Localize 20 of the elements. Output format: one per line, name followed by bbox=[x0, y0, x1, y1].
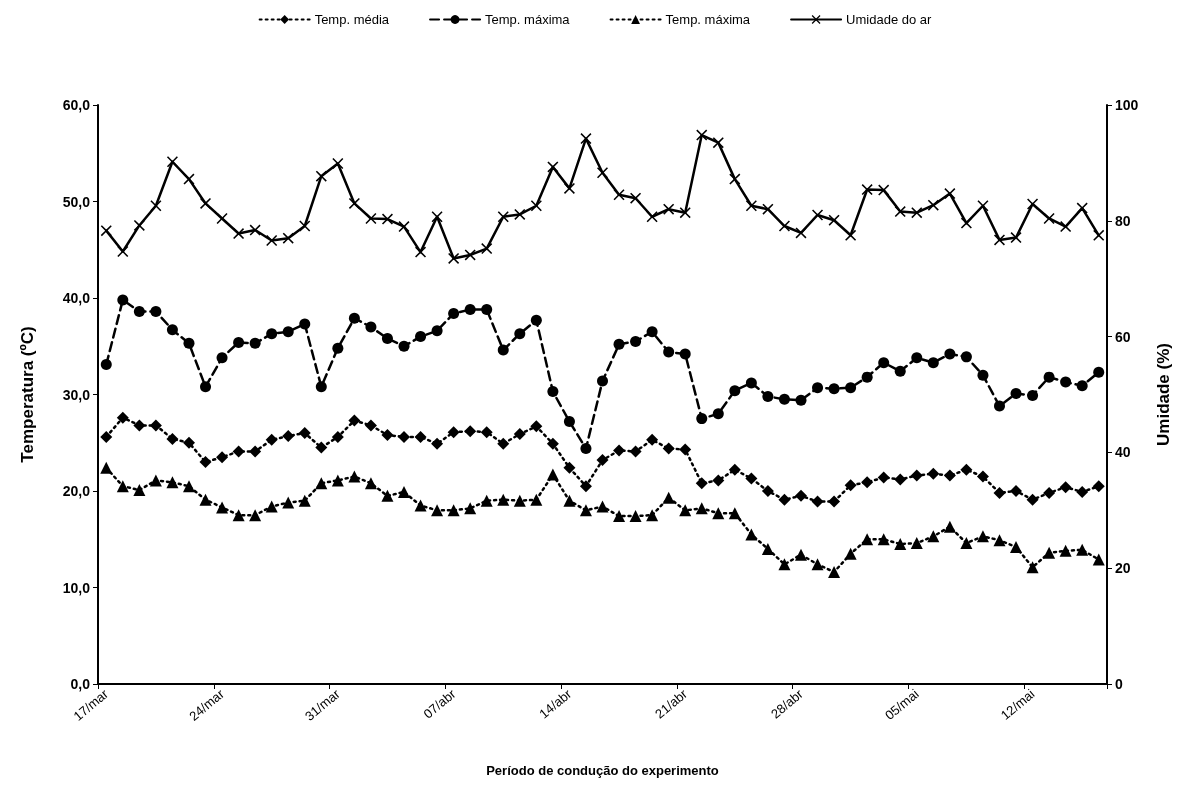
y-tick-label: 30,0 bbox=[62, 386, 91, 403]
legend-label: Umidade do ar bbox=[846, 12, 933, 27]
y-tick-label: 20,0 bbox=[62, 483, 91, 499]
y2-tick-label: 40 bbox=[1115, 444, 1131, 461]
y2-tick-label: 20 bbox=[1115, 560, 1131, 577]
y-tick-label: 0,0 bbox=[70, 676, 91, 692]
legend-label: Temp. máxima bbox=[485, 12, 571, 27]
legend-label: Temp. média bbox=[314, 12, 390, 27]
x-axis-title: Período de condução do experimento bbox=[486, 763, 719, 778]
y-tick-label: 50,0 bbox=[62, 193, 91, 210]
y2-tick-label: 80 bbox=[1115, 212, 1131, 229]
y2-tick-label: 0 bbox=[1115, 676, 1123, 692]
y2-axis-title: Umidade (%) bbox=[1154, 343, 1173, 446]
y2-tick-label: 60 bbox=[1115, 328, 1131, 345]
y2-tick-label: 100 bbox=[1115, 97, 1139, 113]
y-tick-label: 10,0 bbox=[62, 579, 91, 596]
legend-label: Temp. máxima bbox=[665, 12, 751, 27]
y-axis-title: Temperatura (ºC) bbox=[18, 326, 37, 463]
y-tick-label: 40,0 bbox=[62, 290, 91, 306]
y-tick-label: 60,0 bbox=[62, 97, 91, 113]
